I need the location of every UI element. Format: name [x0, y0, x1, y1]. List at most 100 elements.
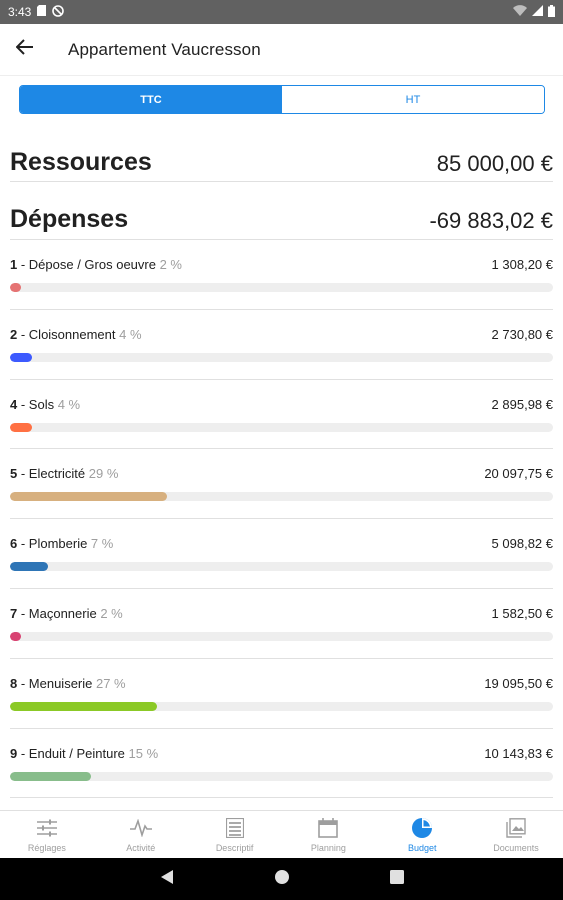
progress-fill — [10, 283, 21, 292]
back-button[interactable] — [0, 24, 50, 76]
blocked-icon — [52, 4, 65, 20]
progress-track — [10, 492, 553, 502]
nav-budget[interactable]: Budget — [375, 811, 469, 858]
expenses-label: Dépenses — [10, 205, 129, 233]
progress-fill — [10, 422, 32, 432]
budget-item[interactable]: 6 - Plomberie 7 % 5 098,82 € — [10, 519, 553, 589]
nav-label: Activité — [126, 843, 156, 853]
item-name: - Dépose / Gros oeuvre — [17, 257, 156, 272]
nav-label: Planning — [310, 843, 346, 853]
nav-descriptif[interactable]: Descriptif — [188, 811, 282, 858]
wifi-icon — [513, 5, 527, 19]
nav-label: Réglages — [27, 843, 66, 853]
nav-activite[interactable]: Activité — [94, 811, 188, 858]
item-amount: 2 895,98 € — [491, 396, 553, 412]
progress-track — [10, 562, 553, 572]
item-name: - Plomberie — [17, 536, 88, 552]
nav-label: Documents — [493, 843, 539, 853]
resources-amount: 85 000,00 € — [436, 151, 553, 176]
item-percent: 15 % — [124, 745, 159, 761]
nav-label: Budget — [407, 843, 437, 853]
page-title: Appartement Vaucresson — [68, 39, 261, 59]
item-name: - Maçonnerie — [17, 605, 97, 621]
bottom-navigation: Réglages Activité Descriptif Planning Bu… — [0, 810, 563, 858]
budget-list: 1 - Dépose / Gros oeuvre 2 % 1 308,20 € 2… — [0, 240, 563, 799]
expenses-row: Dépenses -69 883,02 € — [10, 203, 553, 240]
nav-reglages[interactable]: Réglages — [0, 811, 94, 858]
calendar-icon — [317, 817, 339, 839]
item-percent: 4 % — [115, 326, 142, 342]
item-name: - Cloisonnement — [17, 326, 116, 342]
system-navigation-bar — [0, 858, 563, 900]
budget-item[interactable]: 2 - Cloisonnement 4 % 2 730,80 € — [10, 310, 553, 380]
progress-fill — [10, 352, 32, 362]
item-percent: 7 % — [87, 536, 114, 552]
images-icon — [505, 817, 527, 839]
battery-icon — [548, 4, 555, 20]
item-amount: 5 098,82 € — [491, 536, 553, 552]
tax-mode-toggle: TTC HT — [19, 85, 545, 114]
sliders-icon — [36, 817, 58, 839]
item-number: 6 — [10, 536, 18, 552]
back-triangle-icon[interactable] — [160, 869, 174, 890]
item-number: 8 — [10, 675, 18, 691]
sd-card-icon — [37, 5, 47, 19]
tab-ht[interactable]: HT — [282, 86, 544, 113]
resources-row: Ressources 85 000,00 € — [10, 146, 553, 182]
item-amount: 19 095,50 € — [484, 675, 553, 691]
item-number: 2 — [10, 326, 18, 342]
nav-documents[interactable]: Documents — [469, 811, 563, 858]
item-percent: 2 % — [96, 605, 123, 621]
progress-track — [10, 771, 553, 781]
signal-icon — [532, 5, 543, 19]
status-bar: 3:43 — [0, 0, 563, 24]
progress-fill — [10, 492, 168, 502]
tab-ttc[interactable]: TTC — [20, 86, 282, 113]
pie-chart-icon — [411, 817, 433, 839]
item-percent: 2 % — [155, 257, 182, 272]
item-amount: 10 143,83 € — [484, 745, 553, 761]
budget-item[interactable]: 4 - Sols 4 % 2 895,98 € — [10, 380, 553, 450]
item-percent: 27 % — [92, 675, 126, 691]
budget-item[interactable]: 7 - Maçonnerie 2 % 1 582,50 € — [10, 589, 553, 659]
progress-fill — [10, 771, 92, 781]
item-number: 9 — [10, 745, 18, 761]
status-time: 3:43 — [8, 5, 32, 19]
progress-track — [10, 631, 553, 641]
item-amount: 2 730,80 € — [491, 326, 553, 342]
progress-track — [10, 422, 553, 432]
app-bar: Appartement Vaucresson — [0, 24, 563, 76]
recents-square-icon[interactable] — [389, 869, 404, 889]
progress-fill — [10, 562, 48, 572]
item-number: 4 — [10, 396, 18, 412]
home-circle-icon[interactable] — [274, 869, 290, 890]
item-percent: 29 % — [85, 466, 119, 482]
arrow-back-icon — [15, 39, 34, 60]
budget-item[interactable]: 1 - Dépose / Gros oeuvre 2 % 1 308,20 € — [10, 240, 553, 310]
item-name: - Enduit / Peinture — [17, 745, 125, 761]
progress-fill — [10, 631, 21, 641]
list-icon — [224, 817, 246, 839]
item-name: - Menuiserie — [17, 675, 93, 691]
progress-fill — [10, 701, 157, 711]
item-amount: 1 582,50 € — [491, 605, 553, 621]
item-name: - Sols — [17, 396, 55, 412]
nav-label: Descriptif — [215, 843, 254, 853]
item-amount: 20 097,75 € — [484, 466, 553, 482]
item-name: - Electricité — [17, 466, 86, 482]
budget-item[interactable]: 8 - Menuiserie 27 % 19 095,50 € — [10, 659, 553, 729]
item-number: 5 — [10, 466, 18, 482]
item-amount: 1 308,20 € — [491, 257, 553, 272]
resources-label: Ressources — [10, 148, 152, 176]
pulse-icon — [129, 817, 152, 839]
nav-planning[interactable]: Planning — [281, 811, 375, 858]
expenses-amount: -69 883,02 € — [429, 208, 553, 233]
item-number: 1 — [10, 257, 18, 272]
budget-item[interactable]: 9 - Enduit / Peinture 15 % 10 143,83 € — [10, 729, 553, 799]
budget-item[interactable]: 5 - Electricité 29 % 20 097,75 € — [10, 449, 553, 520]
progress-track — [10, 352, 553, 362]
progress-track — [10, 283, 553, 292]
progress-track — [10, 701, 553, 711]
item-percent: 4 % — [54, 396, 81, 412]
item-number: 7 — [10, 605, 18, 621]
